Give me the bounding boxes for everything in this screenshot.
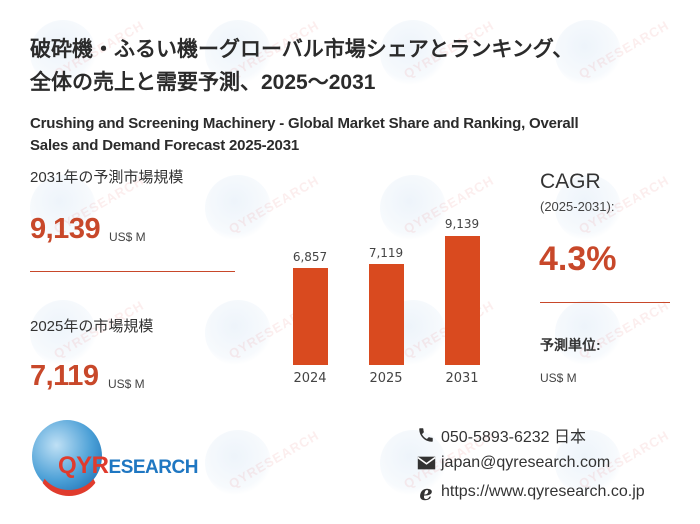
logo-text: QYRESEARCH xyxy=(58,452,198,479)
watermark-logo: QYRESEARCH xyxy=(380,173,497,241)
current-market-size-unit: US$ M xyxy=(108,377,145,391)
bar-category-label: 2025 xyxy=(369,371,403,386)
bar-value-label: 6,857 xyxy=(292,250,328,264)
forecast-unit-label: 予測単位: xyxy=(540,337,601,353)
forecast-unit-value: US$ M xyxy=(540,371,577,385)
bar-value-label: 7,119 xyxy=(368,246,404,260)
mail-icon xyxy=(416,453,436,473)
bar-category-label: 2031 xyxy=(445,371,479,386)
cagr-value: 4.3% xyxy=(539,240,617,278)
watermark-logo: QYRESEARCH xyxy=(555,298,672,366)
subtitle-line-1: Crushing and Screening Machinery - Globa… xyxy=(30,115,579,132)
page-title: 破砕機・ふるい機ーグローバル市場シェアとランキング、 全体の売上と需要予測、20… xyxy=(30,33,680,99)
bar-2024 xyxy=(293,268,328,365)
phone-icon xyxy=(416,425,436,445)
phone-number: 050-5893-6232 日本 xyxy=(441,429,586,446)
globe-ring-decoration xyxy=(36,450,102,496)
forecast-market-size-label: 2031年の予測市場規模 xyxy=(30,169,184,186)
watermark-logo: QYRESEARCH xyxy=(205,173,322,241)
forecast-market-size-value: 9,139 xyxy=(30,213,101,245)
bar-category-label: 2024 xyxy=(293,371,327,386)
cagr-range: (2025-2031): xyxy=(540,199,615,214)
page-subtitle: Crushing and Screening Machinery - Globa… xyxy=(30,113,670,157)
subtitle-line-2: Sales and Demand Forecast 2025-2031 xyxy=(30,137,299,154)
email-address[interactable]: japan@qyresearch.com xyxy=(441,454,611,471)
contact-phone: 050-5893-6232 日本 xyxy=(416,423,586,447)
bar-2031 xyxy=(445,236,480,365)
watermark-logo: QYRESEARCH xyxy=(205,298,322,366)
current-market-size-label: 2025年の市場規模 xyxy=(30,318,154,335)
qyresearch-logo: QYRESEARCH xyxy=(32,420,202,502)
right-divider xyxy=(540,302,670,303)
cagr-title: CAGR xyxy=(540,170,601,193)
watermark-logo: QYRESEARCH xyxy=(205,428,322,496)
title-line-2: 全体の売上と需要予測、2025～2031 xyxy=(30,71,376,94)
bar-2025 xyxy=(369,264,404,365)
contact-email: japan@qyresearch.com xyxy=(416,453,610,473)
website-url[interactable]: https://www.qyresearch.co.jp xyxy=(441,483,645,500)
left-divider xyxy=(30,271,235,272)
title-line-1: 破砕機・ふるい機ーグローバル市場シェアとランキング、 xyxy=(30,38,574,61)
forecast-market-size-unit: US$ M xyxy=(109,230,146,244)
contact-website: e https://www.qyresearch.co.jp xyxy=(416,479,645,505)
bar-value-label: 9,139 xyxy=(444,217,480,231)
current-market-size-value: 7,119 xyxy=(30,360,99,392)
browser-e-icon: e xyxy=(419,479,433,505)
